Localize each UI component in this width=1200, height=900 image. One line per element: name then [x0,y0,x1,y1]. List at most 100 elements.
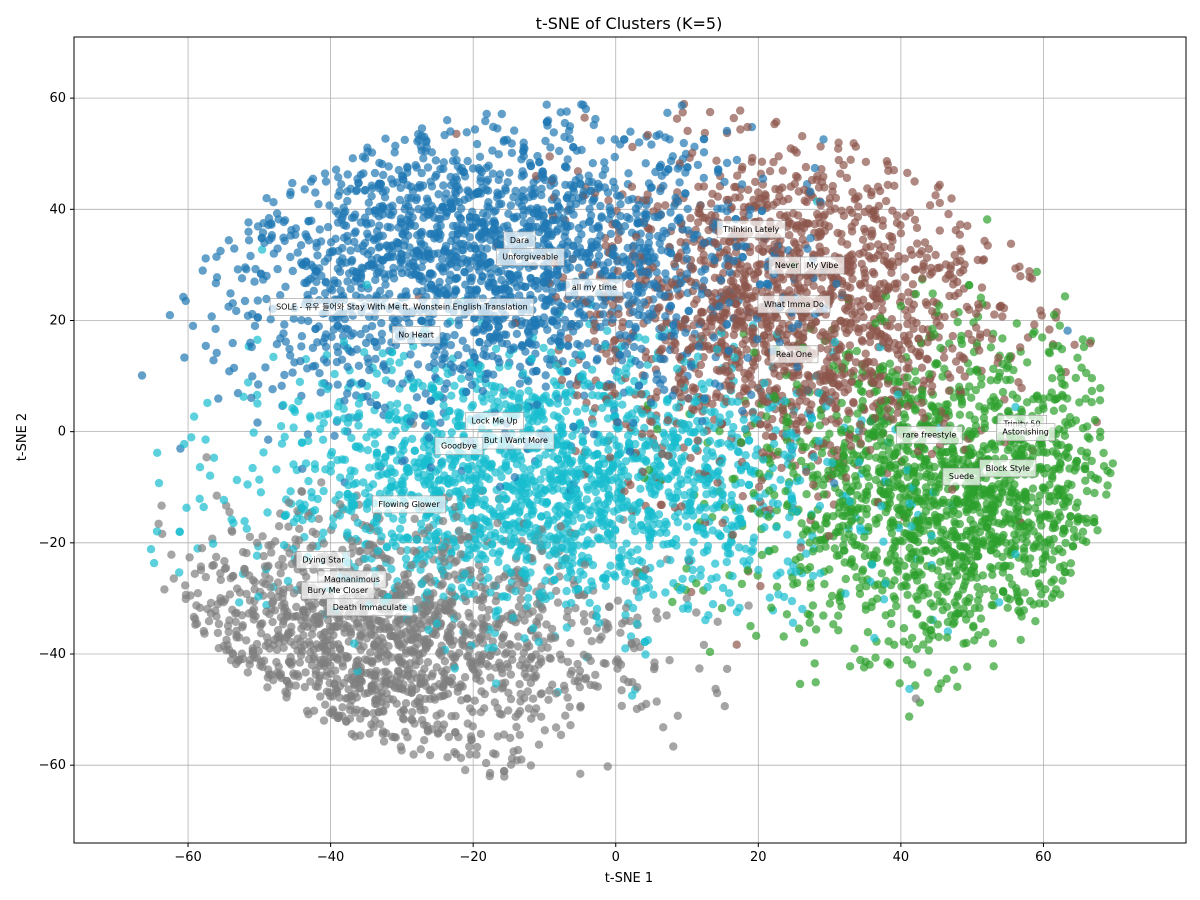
data-point [871,653,880,662]
data-point [866,242,875,251]
data-point [905,684,914,694]
data-point [637,557,647,567]
data-point [567,666,577,676]
data-point [988,639,998,648]
data-point [711,211,720,221]
data-point [472,750,481,759]
data-point [816,142,825,151]
data-point [927,531,936,540]
data-point [209,356,218,365]
data-point [765,167,775,176]
data-point [411,161,420,170]
data-point [181,581,190,590]
data-point [256,488,266,497]
data-point [431,156,441,165]
data-point [718,583,728,593]
data-point [167,550,176,559]
data-point [454,350,463,360]
data-point [749,538,758,547]
data-point [754,482,764,492]
data-point [289,460,298,469]
data-point [762,412,771,421]
data-point [871,515,880,524]
data-point [980,423,989,433]
data-point [541,371,550,380]
data-point [259,448,268,457]
data-point [270,606,280,615]
data-point [817,449,827,458]
data-point [228,338,237,348]
data-point [306,677,315,686]
data-point [224,302,233,311]
data-point [370,439,380,448]
data-point [137,371,147,380]
data-point [734,543,744,552]
data-point [821,542,830,551]
data-point [1012,319,1021,328]
data-point [467,380,477,390]
data-point [480,495,489,504]
data-point [588,159,597,168]
data-point [1053,441,1062,450]
data-point [656,559,665,568]
data-point [401,554,411,563]
data-point [793,173,802,182]
data-point [546,143,555,152]
data-point [374,471,383,480]
data-point [281,337,290,346]
data-point [617,554,626,563]
data-point [486,673,495,682]
data-point [1047,593,1057,602]
data-point [963,221,972,231]
data-point [566,638,575,648]
data-point [552,586,561,596]
data-point [294,397,303,406]
data-point [446,340,456,350]
data-point [832,419,841,428]
data-point [737,579,747,589]
data-point [736,106,745,115]
data-point [879,595,889,604]
data-point [561,711,570,720]
data-point [947,194,956,203]
data-point [507,148,517,158]
data-point [746,621,755,631]
data-point [622,539,631,548]
data-point [769,432,778,442]
data-point [688,334,697,343]
data-point [807,462,816,471]
data-point [771,426,780,435]
data-point [542,620,551,629]
data-point [207,312,216,321]
data-point [250,585,259,594]
data-point [1034,448,1043,457]
data-point [486,588,495,597]
data-point [777,463,786,473]
data-point [296,651,306,660]
data-point [1087,386,1097,396]
data-point [830,544,839,553]
data-point [989,393,998,402]
data-point [889,592,898,601]
data-point [682,564,691,573]
data-point [400,423,410,432]
data-point [798,132,807,141]
data-point [834,626,843,635]
data-point [662,611,671,620]
data-point [603,497,612,507]
data-point [609,336,619,346]
data-point [517,755,526,764]
data-point [665,656,674,665]
data-point [280,370,289,380]
data-point [242,636,251,645]
data-point [395,195,405,205]
data-point [433,728,443,737]
data-point [603,762,612,771]
data-point [614,235,623,245]
data-point [907,604,916,613]
data-point [953,317,962,327]
data-point [1087,374,1097,383]
data-point [286,252,295,262]
data-point [506,670,516,679]
data-point [948,454,957,464]
